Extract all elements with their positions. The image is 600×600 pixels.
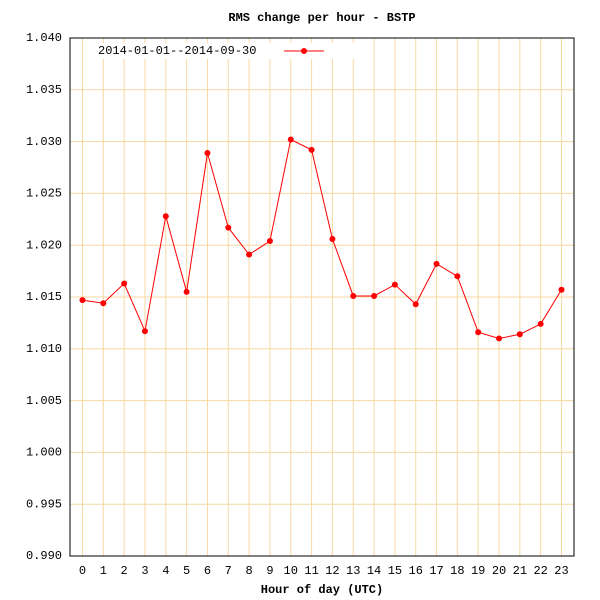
- y-tick-label: 1.020: [26, 238, 62, 252]
- data-point: [371, 292, 378, 299]
- x-tick-label: 1: [100, 564, 107, 578]
- y-tick-label: 1.005: [26, 394, 62, 408]
- x-tick-label: 9: [266, 564, 273, 578]
- x-tick-label: 17: [429, 564, 443, 578]
- x-tick-label: 6: [204, 564, 211, 578]
- data-line: [82, 138, 562, 339]
- x-tick-label: 11: [304, 564, 318, 578]
- x-tick-label: 16: [409, 564, 423, 578]
- y-tick-label: 1.030: [26, 135, 62, 149]
- x-tick-label: 15: [388, 564, 402, 578]
- x-tick-label: 12: [325, 564, 339, 578]
- data-point: [121, 280, 128, 287]
- x-tick-label: 20: [492, 564, 506, 578]
- x-tick-label: 2: [121, 564, 128, 578]
- data-point: [433, 260, 440, 267]
- x-tick-label: 7: [225, 564, 232, 578]
- x-tick-label: 23: [554, 564, 568, 578]
- x-tick-label: 14: [367, 564, 381, 578]
- data-point: [475, 329, 482, 336]
- plot-frame: [69, 37, 575, 557]
- y-tick-label: 1.015: [26, 290, 62, 304]
- chart-title: RMS change per hour - BSTP: [228, 11, 415, 25]
- x-tick-label: 22: [533, 564, 547, 578]
- data-point: [287, 136, 294, 143]
- y-tick-label: 1.000: [26, 446, 62, 460]
- x-tick-label: 13: [346, 564, 360, 578]
- data-point: [391, 281, 398, 288]
- x-tick-label: 19: [471, 564, 485, 578]
- data-point: [558, 286, 565, 293]
- x-tick-label: 21: [513, 564, 527, 578]
- y-tick-label: 1.010: [26, 342, 62, 356]
- data-point: [246, 251, 253, 258]
- data-point: [141, 328, 148, 335]
- x-tick-label: 3: [141, 564, 148, 578]
- x-tick-label: 5: [183, 564, 190, 578]
- data-point: [308, 146, 315, 153]
- legend-marker: [301, 48, 307, 54]
- data-point: [204, 149, 211, 156]
- y-tick-label: 1.040: [26, 31, 62, 45]
- x-tick-label: 18: [450, 564, 464, 578]
- data-point: [183, 288, 190, 295]
- y-tick-label: 1.035: [26, 83, 62, 97]
- x-tick-label: 10: [284, 564, 298, 578]
- data-point: [516, 331, 523, 338]
- data-point: [266, 238, 273, 245]
- data-point: [225, 224, 232, 231]
- x-tick-label: 0: [79, 564, 86, 578]
- x-axis-label: Hour of day (UTC): [261, 583, 383, 597]
- data-point: [329, 235, 336, 242]
- y-tick-label: 0.990: [26, 549, 62, 563]
- data-point: [100, 300, 107, 307]
- data-point: [454, 273, 461, 280]
- y-tick-label: 1.025: [26, 187, 62, 201]
- data-point: [162, 213, 169, 220]
- data-point: [496, 335, 503, 342]
- data-point: [537, 320, 544, 327]
- x-tick-label: 8: [246, 564, 253, 578]
- data-point: [412, 301, 419, 308]
- legend-bg: [96, 43, 354, 59]
- legend-label: 2014-01-01--2014-09-30: [98, 44, 256, 58]
- data-point: [350, 292, 357, 299]
- data-point: [79, 297, 86, 304]
- y-tick-label: 0.995: [26, 497, 62, 511]
- x-tick-label: 4: [162, 564, 169, 578]
